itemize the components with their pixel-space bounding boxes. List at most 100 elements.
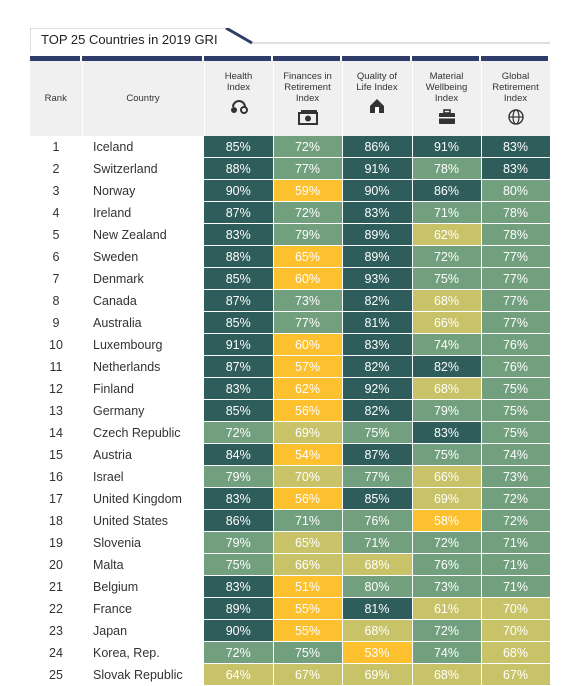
- country-cell: Switzerland: [93, 161, 158, 176]
- material-wellbeing-value-cell: 66%: [412, 311, 482, 334]
- material-wellbeing-value-cell: 83%: [412, 421, 482, 444]
- health-value-cell: 87%: [204, 201, 274, 224]
- quality-of-life-value-cell: 85%: [342, 487, 413, 510]
- header-line: Wellbeing: [425, 82, 468, 93]
- quality-of-life-value-cell: 81%: [342, 597, 413, 620]
- quality-of-life-value-cell: 71%: [342, 531, 413, 554]
- header-line: Retirement: [492, 82, 539, 93]
- quality-of-life-value-cell: 90%: [342, 179, 413, 202]
- health-icon: [205, 97, 273, 117]
- table-row: 5 New Zealand 83% 79% 89% 62% 78%: [30, 223, 551, 246]
- quality-of-life-value-cell: 82%: [342, 399, 413, 422]
- table-row: 3 Norway 90% 59% 90% 86% 80%: [30, 179, 551, 202]
- global-retirement-value-cell: 77%: [481, 267, 551, 290]
- health-value-cell: 79%: [204, 531, 274, 554]
- health-value-cell: 87%: [204, 289, 274, 312]
- country-cell: Slovenia: [93, 535, 141, 550]
- country-cell: New Zealand: [93, 227, 167, 242]
- finances-value-cell: 69%: [273, 421, 343, 444]
- table-row: 9 Australia 85% 77% 81% 66% 77%: [30, 311, 551, 334]
- health-value-cell: 85%: [204, 311, 274, 334]
- country-cell: Israel: [93, 469, 124, 484]
- global-retirement-value-cell: 77%: [481, 311, 551, 334]
- health-value-cell: 83%: [204, 377, 274, 400]
- country-cell: Japan: [93, 623, 128, 638]
- material-wellbeing-value-cell: 91%: [412, 136, 482, 158]
- country-cell: United Kingdom: [93, 491, 182, 506]
- gri-table: Rank Country Health Index Finances in Reti…: [30, 61, 551, 686]
- rank-cell: 5: [52, 227, 60, 242]
- table-body: 1 Iceland 85% 72% 86% 91% 83% 2 Switzerland 88% 77…: [30, 136, 551, 686]
- material-wellbeing-value-cell: 68%: [412, 377, 482, 400]
- country-cell: Canada: [93, 293, 137, 308]
- material-wellbeing-value-cell: 72%: [412, 619, 482, 642]
- quality-of-life-value-cell: 86%: [342, 136, 413, 158]
- health-value-cell: 75%: [204, 553, 274, 576]
- table-title: TOP 25 Countries in 2019 GRI: [41, 32, 218, 47]
- quality-of-life-value-cell: 83%: [342, 201, 413, 224]
- table-row: 14 Czech Republic 72% 69% 75% 83% 75%: [30, 421, 551, 444]
- finances-value-cell: 72%: [273, 136, 343, 158]
- column-header-finances: Finances in Retirement Index: [273, 61, 343, 136]
- health-value-cell: 83%: [204, 223, 274, 246]
- accent-bar-segment: [342, 56, 410, 61]
- material-wellbeing-value-cell: 66%: [412, 465, 482, 488]
- health-value-cell: 86%: [204, 509, 274, 532]
- column-header-rank: Rank: [30, 61, 83, 136]
- global-retirement-value-cell: 76%: [481, 333, 551, 356]
- global-retirement-value-cell: 70%: [481, 597, 551, 620]
- material-wellbeing-value-cell: 79%: [412, 399, 482, 422]
- table-row: 19 Slovenia 79% 65% 71% 72% 71%: [30, 531, 551, 554]
- finances-value-cell: 54%: [273, 443, 343, 466]
- table-row: 20 Malta 75% 66% 68% 76% 71%: [30, 553, 551, 576]
- global-retirement-value-cell: 71%: [481, 531, 551, 554]
- finances-value-cell: 77%: [273, 157, 343, 180]
- column-header-health: Health Index: [204, 61, 274, 136]
- material-wellbeing-value-cell: 73%: [412, 575, 482, 598]
- rank-cell: 6: [52, 249, 60, 264]
- accent-bar-segment: [273, 56, 340, 61]
- finances-value-cell: 79%: [273, 223, 343, 246]
- rank-cell: 22: [49, 601, 63, 616]
- global-retirement-value-cell: 77%: [481, 245, 551, 268]
- finances-value-cell: 56%: [273, 399, 343, 422]
- finances-value-cell: 51%: [273, 575, 343, 598]
- table-row: 24 Korea, Rep. 72% 75% 53% 74% 68%: [30, 641, 551, 664]
- quality-of-life-value-cell: 89%: [342, 245, 413, 268]
- health-value-cell: 85%: [204, 267, 274, 290]
- rank-cell: 19: [49, 535, 63, 550]
- title-tab-shape: [30, 28, 550, 52]
- accent-bar-segment: [204, 56, 271, 61]
- material-wellbeing-value-cell: 69%: [412, 487, 482, 510]
- column-header-material-wellbeing: Material Wellbeing Index: [412, 61, 482, 136]
- rank-cell: 8: [52, 293, 60, 308]
- table-row: 17 United Kingdom 83% 56% 85% 69% 72%: [30, 487, 551, 510]
- finances-value-cell: 75%: [273, 641, 343, 664]
- quality-of-life-value-cell: 76%: [342, 509, 413, 532]
- finances-value-cell: 70%: [273, 465, 343, 488]
- finances-value-cell: 56%: [273, 487, 343, 510]
- header-line: Index: [295, 93, 320, 104]
- global-retirement-value-cell: 71%: [481, 575, 551, 598]
- money-icon: [274, 108, 342, 128]
- material-wellbeing-value-cell: 72%: [412, 531, 482, 554]
- material-wellbeing-value-cell: 72%: [412, 245, 482, 268]
- global-retirement-value-cell: 70%: [481, 619, 551, 642]
- accent-bar-segment: [30, 56, 80, 61]
- header-line: Index: [503, 93, 528, 104]
- table-row: 10 Luxembourg 91% 60% 83% 74% 76%: [30, 333, 551, 356]
- health-value-cell: 79%: [204, 465, 274, 488]
- country-cell: Malta: [93, 557, 124, 572]
- health-value-cell: 84%: [204, 443, 274, 466]
- country-cell: Luxembourg: [93, 337, 163, 352]
- rank-cell: 13: [49, 403, 63, 418]
- table-row: 15 Austria 84% 54% 87% 75% 74%: [30, 443, 551, 466]
- material-wellbeing-value-cell: 74%: [412, 641, 482, 664]
- material-wellbeing-value-cell: 82%: [412, 355, 482, 378]
- header-accent-bar: [30, 56, 550, 61]
- global-retirement-value-cell: 83%: [481, 136, 551, 158]
- quality-of-life-value-cell: 81%: [342, 311, 413, 334]
- rank-cell: 9: [52, 315, 60, 330]
- accent-bar-segment: [82, 56, 202, 61]
- column-header-country: Country: [82, 61, 205, 136]
